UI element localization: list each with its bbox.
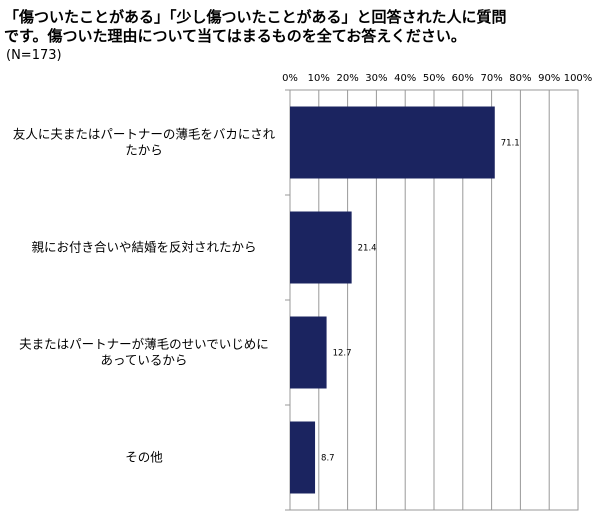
x-tick-label: 50%: [423, 73, 445, 84]
x-tick-label: 70%: [480, 73, 502, 84]
x-tick-label: 40%: [394, 73, 416, 84]
x-tick-label: 90%: [538, 73, 560, 84]
bar: [290, 316, 327, 389]
x-tick-label: 30%: [365, 73, 387, 84]
x-tick-label: 20%: [336, 73, 358, 84]
x-tick-label: 80%: [509, 73, 531, 84]
category-label: 夫またはパートナーが薄毛のせいでいじめにあっているから: [19, 337, 269, 368]
category-label-line: 親にお付き合いや結婚を反対されたから: [31, 240, 256, 255]
bar-value-label: 8.7: [321, 454, 335, 464]
bar-value-label: 12.7: [333, 349, 352, 359]
category-label-line: 友人に夫またはパートナーの薄毛をバカにされ: [13, 127, 276, 142]
chart-title-line-2: です。傷ついた理由について当てはまるものを全てお答えください。: [4, 27, 466, 45]
category-label-line: たから: [125, 143, 163, 158]
bar: [290, 421, 316, 494]
bar-value-label: 21.4: [358, 244, 377, 254]
x-tick-label: 100%: [564, 73, 593, 84]
x-tick-label: 60%: [452, 73, 474, 84]
category-label-line: あっているから: [101, 353, 188, 368]
category-label: 友人に夫またはパートナーの薄毛をバカにされたから: [13, 127, 276, 158]
chart-title: 「傷ついたことがある」「少し傷ついたことがある」と回答された人に質問 です。傷つ…: [4, 8, 596, 46]
category-label-line: 夫またはパートナーが薄毛のせいでいじめに: [19, 337, 269, 352]
category-label: 親にお付き合いや結婚を反対されたから: [31, 240, 256, 255]
category-label: その他: [125, 450, 163, 465]
bar-value-label: 71.1: [501, 139, 520, 149]
x-tick-label: 10%: [308, 73, 330, 84]
sample-size-label: (N=173): [6, 48, 62, 63]
category-label-line: その他: [125, 450, 163, 465]
bar: [290, 211, 352, 284]
x-tick-label: 0%: [282, 73, 298, 84]
chart-title-line-1: 「傷ついたことがある」「少し傷ついたことがある」と回答された人に質問: [4, 8, 507, 26]
bar: [290, 106, 495, 179]
